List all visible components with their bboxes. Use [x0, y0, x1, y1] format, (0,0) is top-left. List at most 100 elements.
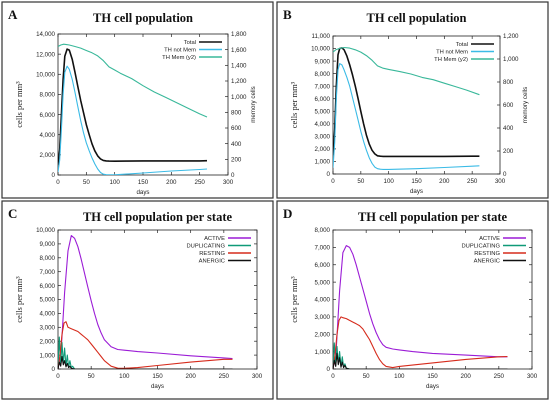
legend-label: RESTING — [474, 251, 500, 257]
y-tick-label: 8,000 — [315, 227, 331, 234]
series-line-active — [58, 235, 233, 369]
y-tick-label: 6,000 — [315, 262, 331, 269]
series-line-th-mem-y2- — [333, 46, 480, 96]
x-tick-label: 50 — [83, 179, 90, 186]
y-tick-label: 0 — [52, 172, 56, 179]
panel-letter: A — [8, 7, 18, 22]
y2-tick-label: 800 — [503, 79, 514, 86]
y-tick-label: 8,000 — [315, 71, 331, 78]
panel-title: TH cell population — [366, 11, 466, 25]
panel-c: C TH cell population per state 0 50 100 150 20… — [1, 200, 274, 400]
y-axis-label: cells per mm³ — [14, 81, 24, 128]
y-axis-label: cells per mm³ — [289, 276, 299, 323]
panel-letter: C — [8, 206, 17, 221]
x-tick-label: 150 — [427, 373, 438, 380]
plot-area — [332, 35, 501, 175]
y2-tick-label: 600 — [231, 125, 242, 132]
legend-label: ANERGIC — [474, 259, 500, 265]
x-tick-label: 300 — [223, 179, 234, 186]
x-tick-label: 300 — [252, 373, 263, 380]
x-tick-label: 200 — [166, 179, 177, 186]
y-tick-label: 10,000 — [311, 46, 330, 53]
y-tick-label: 5,000 — [315, 279, 331, 286]
x-tick-label: 250 — [195, 179, 206, 186]
series-line-th-not-mem — [58, 65, 208, 175]
y-tick-label: 4,000 — [315, 121, 331, 128]
x-tick-label: 0 — [56, 373, 60, 380]
y-tick-label: 6,000 — [40, 112, 56, 119]
x-tick-label: 250 — [494, 373, 505, 380]
legend-label: DUPLICATING — [461, 244, 500, 250]
x-tick-label: 250 — [219, 373, 230, 380]
series-line-th-mem-y2- — [58, 43, 208, 118]
legend-label: TH not Mem — [164, 48, 196, 54]
series-line-anergic — [58, 355, 233, 369]
y-tick-label: 8,000 — [40, 255, 56, 262]
y2-tick-label: 600 — [503, 102, 514, 109]
series-line-th-not-mem — [333, 63, 480, 170]
y-tick-label: 12,000 — [36, 51, 55, 58]
x-tick-label: 100 — [384, 178, 395, 185]
legend-label: TH Mem (y2) — [434, 57, 468, 63]
y-tick-label: 0 — [327, 366, 331, 373]
panel-b: B TH cell population 0 50 100 150 200 250 300 day… — [276, 1, 549, 199]
panel-letter: B — [283, 7, 292, 22]
x-axis-label: days — [410, 188, 423, 195]
series-line-resting — [58, 321, 233, 369]
panel-frame — [1, 200, 274, 400]
series-line-resting — [333, 316, 508, 369]
y2-tick-label: 400 — [503, 125, 514, 132]
y-tick-label: 2,000 — [40, 338, 56, 345]
y-tick-label: 6,000 — [40, 283, 56, 290]
y2-axis-label: memory cells — [250, 86, 257, 122]
y2-tick-label: 200 — [503, 148, 514, 155]
y-axis-label: cells per mm³ — [14, 276, 24, 323]
x-tick-label: 300 — [495, 178, 506, 185]
y-tick-label: 3,000 — [40, 325, 56, 332]
x-tick-label: 100 — [394, 373, 405, 380]
y2-tick-label: 1,800 — [231, 31, 247, 38]
x-tick-label: 200 — [186, 373, 197, 380]
y2-tick-label: 1,000 — [231, 94, 247, 101]
legend-label: Total — [456, 42, 468, 48]
y-tick-label: 9,000 — [40, 241, 56, 248]
panel-title: TH cell population per state — [358, 210, 508, 224]
series-line-total — [333, 47, 480, 158]
legend-label: TH Mem (y2) — [162, 55, 196, 61]
panel-d: D TH cell population per state 0 50 100 150 20… — [276, 200, 549, 400]
y-tick-label: 7,000 — [315, 83, 331, 90]
panel-frame — [1, 1, 274, 199]
plot-area — [332, 229, 533, 370]
y-tick-label: 2,000 — [315, 146, 331, 153]
y-tick-label: 2,000 — [40, 152, 56, 159]
panel-frame — [276, 1, 549, 199]
x-tick-label: 50 — [357, 178, 364, 185]
panel-title: TH cell population — [93, 11, 193, 25]
panel-title: TH cell population per state — [83, 210, 233, 224]
y-tick-label: 4,000 — [40, 132, 56, 139]
y-tick-label: 14,000 — [36, 31, 55, 38]
panel-letter: D — [283, 206, 292, 221]
x-tick-label: 50 — [363, 373, 370, 380]
y-tick-label: 4,000 — [40, 311, 56, 318]
y2-tick-label: 1,200 — [231, 78, 247, 85]
y2-axis-label: memory cells — [522, 87, 529, 123]
y-tick-label: 4,000 — [315, 297, 331, 304]
x-tick-label: 0 — [56, 179, 60, 186]
y-tick-label: 10,000 — [36, 227, 55, 234]
x-tick-label: 150 — [152, 373, 163, 380]
y-tick-label: 3,000 — [315, 134, 331, 141]
y-tick-label: 2,000 — [315, 331, 331, 338]
x-tick-label: 0 — [331, 373, 335, 380]
y2-tick-label: 0 — [503, 171, 507, 178]
y-tick-label: 9,000 — [315, 58, 331, 65]
x-tick-label: 300 — [527, 373, 538, 380]
y-tick-label: 7,000 — [40, 269, 56, 276]
y-tick-label: 1,000 — [315, 349, 331, 356]
legend-label: ANERGIC — [199, 259, 225, 265]
x-axis-label: days — [426, 383, 439, 390]
legend-label: ACTIVE — [204, 236, 225, 242]
y-tick-label: 0 — [52, 366, 56, 373]
